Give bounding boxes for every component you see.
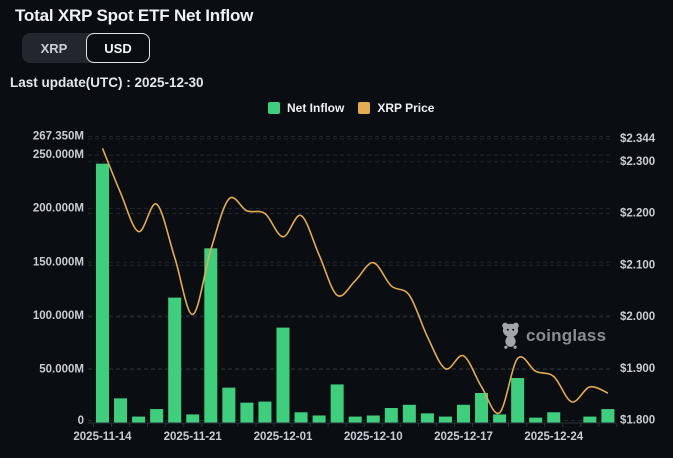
net-inflow-bar[interactable] <box>294 412 308 423</box>
net-inflow-bar[interactable] <box>258 401 272 423</box>
net-inflow-bar[interactable] <box>276 327 290 423</box>
net-inflow-bar[interactable] <box>312 415 326 423</box>
net-inflow-bar[interactable] <box>330 384 344 423</box>
left-axis-tick-label: 200.000M <box>33 203 84 215</box>
coinglass-watermark: coinglass <box>501 322 606 349</box>
last-update-label: Last update(UTC) : 2025-12-30 <box>10 75 204 90</box>
net-inflow-bar[interactable] <box>511 377 525 423</box>
right-axis-tick-label: $2.000 <box>620 311 655 323</box>
net-inflow-bar[interactable] <box>222 387 236 423</box>
right-axis-tick-label: $2.344 <box>620 133 656 145</box>
right-axis-tick-label: $1.900 <box>620 363 655 375</box>
chart-legend: Net Inflow XRP Price <box>268 101 434 115</box>
net-inflow-bar[interactable] <box>348 416 362 423</box>
right-axis-tick-label: $1.800 <box>620 415 655 427</box>
legend-item-xrp-price[interactable]: XRP Price <box>358 101 434 115</box>
x-axis-tick-label: 2025-12-17 <box>434 431 493 443</box>
legend-item-net-inflow[interactable]: Net Inflow <box>268 101 344 115</box>
x-axis-tick-label: 2025-12-01 <box>254 431 313 443</box>
net-inflow-bar[interactable] <box>384 407 398 423</box>
net-inflow-bar[interactable] <box>132 416 146 423</box>
net-inflow-bar[interactable] <box>186 414 200 423</box>
net-inflow-price-plot[interactable]: 0 50.000M 100.000M 150.000M 200.000M 250.000M… <box>0 120 673 458</box>
toggle-usd[interactable]: USD <box>86 33 150 63</box>
x-axis-tick-label: 2025-12-24 <box>524 431 583 443</box>
coinglass-bear-logo-icon <box>502 322 519 349</box>
legend-label-xrp-price: XRP Price <box>377 101 435 115</box>
net-inflow-bar[interactable] <box>204 248 218 423</box>
left-axis-tick-label: 250.000M <box>33 149 84 161</box>
watermark-brand-text: coinglass <box>526 325 607 345</box>
right-axis-tick-label: $2.100 <box>620 259 655 271</box>
net-inflow-bar[interactable] <box>240 402 254 423</box>
left-axis-tick-label: 267.350M <box>33 131 84 143</box>
net-inflow-bar[interactable] <box>493 414 507 423</box>
x-axis-tick-label: 2025-12-10 <box>344 431 403 443</box>
left-axis-tick-label: 100.000M <box>33 310 84 322</box>
net-inflow-bar[interactable] <box>547 412 561 423</box>
net-inflow-bar[interactable] <box>366 415 380 423</box>
x-axis-tick-label: 2025-11-14 <box>73 431 132 443</box>
net-inflow-bar[interactable] <box>475 392 489 423</box>
net-inflow-bar[interactable] <box>168 297 182 423</box>
net-inflow-bar[interactable] <box>114 398 128 423</box>
net-inflow-bar[interactable] <box>420 413 434 423</box>
right-axis-tick-label: $2.200 <box>620 208 655 220</box>
unit-toggle: XRP USD <box>22 33 150 63</box>
page-title: Total XRP Spot ETF Net Inflow <box>15 6 254 25</box>
legend-label-net-inflow: Net Inflow <box>287 101 345 115</box>
left-axis-tick-label: 150.000M <box>33 256 84 268</box>
net-inflow-bar[interactable] <box>96 163 109 424</box>
net-inflow-bar[interactable] <box>601 409 615 423</box>
left-axis-tick-label: 50.000M <box>39 363 84 375</box>
chart-canvas[interactable]: 0 50.000M 100.000M 150.000M 200.000M 250.000M… <box>0 120 673 458</box>
right-axis-tick-label: $2.300 <box>620 156 655 168</box>
x-axis-tick-label: 2025-11-21 <box>164 431 223 443</box>
net-inflow-bar[interactable] <box>457 404 470 423</box>
left-axis-tick-label: 0 <box>78 415 84 427</box>
net-inflow-bar[interactable] <box>402 404 416 423</box>
net-inflow-bar[interactable] <box>438 416 452 423</box>
net-inflow-bar[interactable] <box>150 409 164 423</box>
net-inflow-swatch <box>268 102 280 114</box>
net-inflow-bar[interactable] <box>529 417 543 423</box>
xrp-price-line[interactable] <box>101 148 609 415</box>
xrp-price-swatch <box>358 102 371 114</box>
net-inflow-bar[interactable] <box>583 416 597 423</box>
toggle-xrp[interactable]: XRP <box>22 33 86 63</box>
